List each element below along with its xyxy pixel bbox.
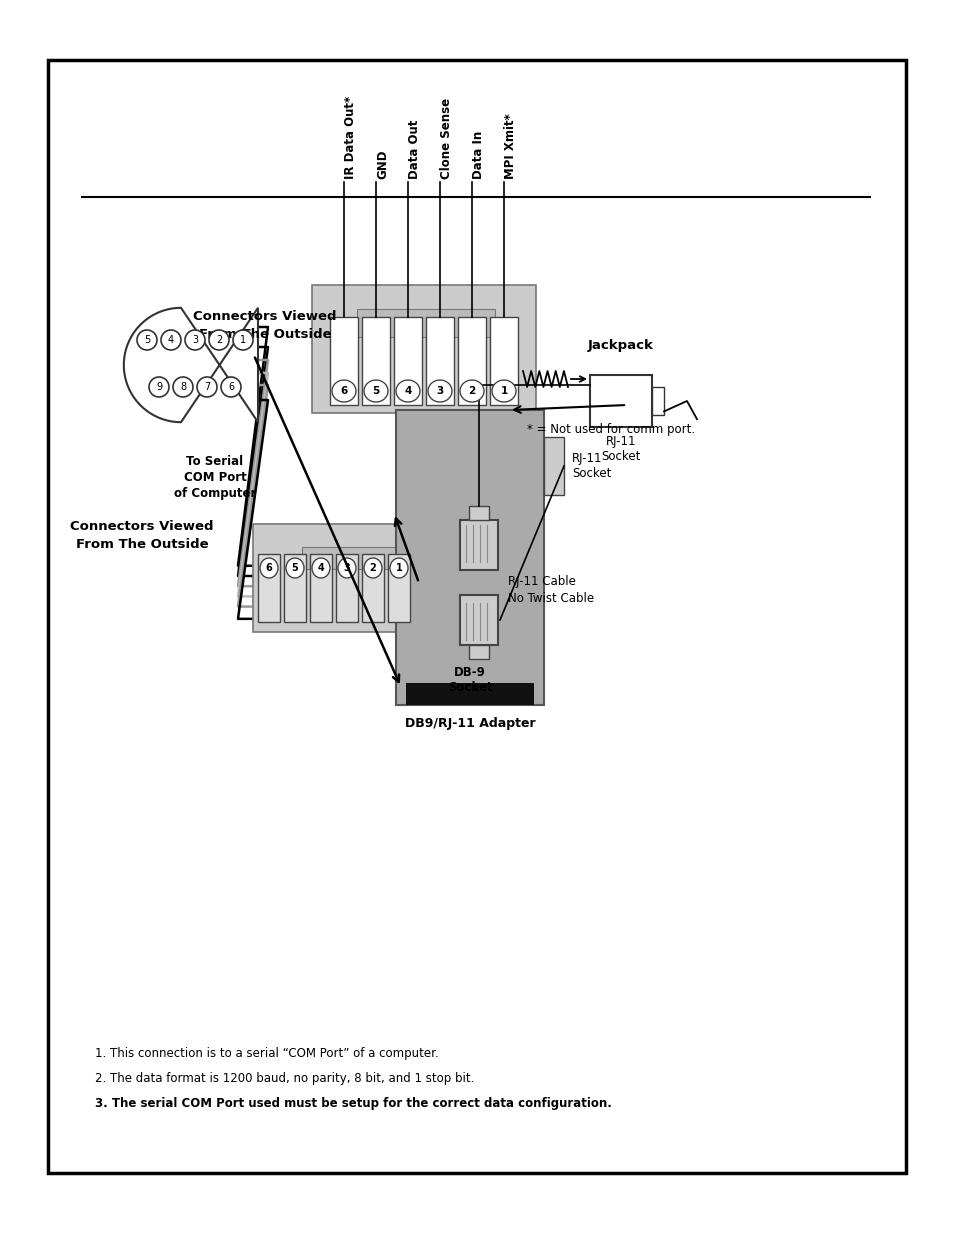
Circle shape [185,330,205,350]
Text: * = Not used for comm port.: * = Not used for comm port. [526,424,695,436]
Text: To Serial
COM Port
of Computer: To Serial COM Port of Computer [173,454,256,500]
Text: 1: 1 [500,387,507,396]
Text: Connectors Viewed
From The Outside: Connectors Viewed From The Outside [193,310,336,341]
Bar [457,317,485,405]
Text: 9: 9 [155,382,162,391]
Text: IR Data Out*: IR Data Out* [344,96,356,179]
Bar [335,555,357,622]
Text: 5: 5 [144,335,150,345]
Text: DB9/RJ-11 Adapter: DB9/RJ-11 Adapter [404,718,535,730]
Ellipse shape [286,558,304,578]
Text: Connectors Viewed
From The Outside: Connectors Viewed From The Outside [71,520,213,551]
Text: 5: 5 [372,387,379,396]
Text: 4: 4 [168,335,173,345]
Text: 1: 1 [240,335,246,345]
Text: 4: 4 [404,387,412,396]
Circle shape [172,377,193,396]
Circle shape [209,330,229,350]
Ellipse shape [312,558,330,578]
Bar [310,555,332,622]
Bar [589,375,651,427]
Text: 2: 2 [369,563,376,573]
Ellipse shape [260,558,277,578]
Bar [469,506,489,520]
Ellipse shape [364,558,381,578]
Text: 2: 2 [468,387,476,396]
Text: 6: 6 [340,387,347,396]
Text: 7: 7 [204,382,210,391]
Text: RJ-11
Socket: RJ-11 Socket [572,452,611,480]
Bar [406,683,534,705]
Circle shape [149,377,169,396]
Text: Data In: Data In [472,131,484,179]
Bar [388,555,410,622]
Text: 3: 3 [343,563,350,573]
Text: 3. The serial COM Port used must be setup for the correct data configuration.: 3. The serial COM Port used must be setu… [95,1097,611,1110]
Text: 3: 3 [192,335,198,345]
Bar [395,410,543,705]
Text: Data Out: Data Out [408,120,420,179]
Text: 4: 4 [317,563,324,573]
Circle shape [196,377,216,396]
Circle shape [161,330,181,350]
Bar [394,317,421,405]
Bar [361,317,390,405]
Bar [48,61,905,1173]
Polygon shape [124,308,257,422]
Text: 8: 8 [180,382,186,391]
Bar [490,317,517,405]
Text: 6: 6 [228,382,233,391]
Text: 6: 6 [265,563,273,573]
Bar [459,595,497,645]
Bar [312,285,536,412]
Bar [361,555,384,622]
Ellipse shape [395,380,419,403]
Ellipse shape [364,380,388,403]
Bar [651,387,663,415]
Text: 2. The data format is 1200 baud, no parity, 8 bit, and 1 stop bit.: 2. The data format is 1200 baud, no pari… [95,1072,474,1086]
Text: DB-9
Socket: DB-9 Socket [447,666,492,694]
Ellipse shape [337,558,355,578]
Bar [253,524,430,632]
Text: 2: 2 [215,335,222,345]
Text: MPI Xmit*: MPI Xmit* [503,114,517,179]
Ellipse shape [459,380,483,403]
Ellipse shape [332,380,355,403]
Bar [543,437,563,495]
Circle shape [221,377,241,396]
Text: RJ-11
Socket: RJ-11 Socket [600,435,640,463]
Bar [257,555,280,622]
Circle shape [233,330,253,350]
Ellipse shape [390,558,408,578]
Ellipse shape [492,380,516,403]
Text: 1. This connection is to a serial “COM Port” of a computer.: 1. This connection is to a serial “COM P… [95,1047,438,1060]
Text: Jackpack: Jackpack [587,338,653,352]
Circle shape [137,330,157,350]
Text: 3: 3 [436,387,443,396]
Text: GND: GND [375,149,389,179]
Bar [469,645,489,659]
Bar [284,555,306,622]
Bar [302,547,412,569]
Ellipse shape [428,380,452,403]
Text: RJ-11 Cable
No Twist Cable: RJ-11 Cable No Twist Cable [507,576,594,605]
Bar [356,309,495,337]
Text: 5: 5 [292,563,298,573]
Bar [426,317,454,405]
Text: Clone Sense: Clone Sense [439,98,453,179]
Bar [330,317,357,405]
Text: 1: 1 [395,563,402,573]
Bar [459,520,497,571]
